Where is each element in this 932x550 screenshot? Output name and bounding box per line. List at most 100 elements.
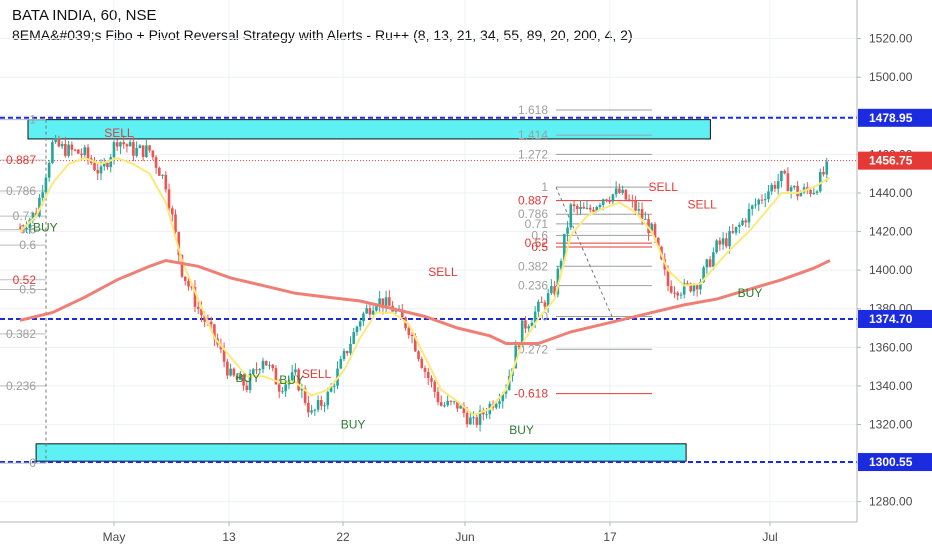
buy-signal-label: BUY xyxy=(341,417,366,431)
sell-signal-label: SELL xyxy=(649,180,679,194)
candle-body xyxy=(394,310,398,312)
candle-body xyxy=(115,142,119,147)
candle-body xyxy=(423,367,427,372)
candle-body xyxy=(109,157,113,168)
candle-body xyxy=(608,201,611,203)
candlesticks xyxy=(18,134,829,432)
candle-body xyxy=(627,199,631,201)
fib-label: 1.618 xyxy=(518,103,548,117)
candle-body xyxy=(498,401,501,404)
candle-body xyxy=(666,269,670,287)
candle-body xyxy=(760,199,764,201)
candle-body xyxy=(297,369,300,391)
fib-left-label: 0 xyxy=(29,456,36,470)
candle-body xyxy=(410,334,414,337)
candle-body xyxy=(734,226,738,233)
candle-body xyxy=(70,144,74,150)
chart-symbol-title: BATA INDIA, 60, NSE xyxy=(12,7,157,24)
candle-body xyxy=(401,309,404,318)
candle-body xyxy=(686,283,689,285)
candle-body xyxy=(436,391,440,403)
candle-body xyxy=(527,326,530,329)
candle-body xyxy=(818,171,822,192)
candle-body xyxy=(494,403,498,408)
candle-body xyxy=(28,219,32,229)
fib-left-label: 0.786 xyxy=(6,184,36,198)
candle-body xyxy=(514,345,518,369)
candle-body xyxy=(375,305,378,311)
sell-signal-label: SELL xyxy=(302,367,332,381)
candle-body xyxy=(566,227,569,234)
candle-body xyxy=(796,185,799,197)
candle-body xyxy=(345,350,349,354)
candle-body xyxy=(731,231,735,233)
candle-body xyxy=(789,187,793,192)
candle-body xyxy=(352,332,356,344)
candle-body xyxy=(770,184,773,192)
candle-body xyxy=(326,391,330,406)
candle-body xyxy=(64,143,67,156)
candle-body xyxy=(737,224,741,227)
zone-box xyxy=(27,119,711,140)
candle-body xyxy=(650,224,654,234)
candle-body xyxy=(452,401,456,403)
candle-body xyxy=(598,205,602,207)
candle-body xyxy=(656,237,660,247)
candle-body xyxy=(682,283,686,295)
candle-body xyxy=(274,368,278,385)
candle-body xyxy=(439,402,443,406)
candle-body xyxy=(540,301,543,303)
fib-left-label: 0.5 xyxy=(19,282,36,296)
price-tick-label: 1340.00 xyxy=(869,379,913,393)
candle-body xyxy=(569,204,573,228)
price-tick-label: 1400.00 xyxy=(869,263,913,277)
candle-body xyxy=(553,286,556,295)
candle-body xyxy=(614,188,618,195)
price-label-box xyxy=(858,309,932,328)
candle-body xyxy=(588,207,592,210)
candle-body xyxy=(456,401,459,409)
candle-body xyxy=(708,259,712,267)
candle-body xyxy=(472,417,475,419)
candle-body xyxy=(177,232,181,255)
candle-body xyxy=(154,157,158,168)
candle-body xyxy=(702,267,705,283)
fib-label: 0.5 xyxy=(531,240,548,254)
candle-body xyxy=(80,153,83,155)
candle-body xyxy=(226,361,229,376)
candle-body xyxy=(174,214,177,233)
candle-body xyxy=(595,206,599,212)
candle-body xyxy=(582,206,586,209)
candle-body xyxy=(258,369,262,371)
candle-body xyxy=(504,389,508,394)
candle-body xyxy=(294,369,297,373)
candle-body xyxy=(180,254,184,277)
candle-body xyxy=(255,369,258,371)
candle-body xyxy=(141,145,145,157)
candle-body xyxy=(73,149,77,151)
fib-left-label: 0.382 xyxy=(6,327,36,341)
sell-signal-label: SELL xyxy=(428,265,458,279)
candle-body xyxy=(443,405,446,407)
fib-label: 0.382 xyxy=(518,259,548,273)
candle-body xyxy=(67,144,70,156)
candle-body xyxy=(316,400,320,410)
fib-label: 0 xyxy=(541,309,548,323)
buy-signal-label: BUY xyxy=(33,221,58,235)
candle-body xyxy=(537,301,540,312)
support-resistance-zones xyxy=(27,119,711,462)
price-label-text: 1478.95 xyxy=(869,111,913,125)
candle-body xyxy=(342,350,346,360)
candle-body xyxy=(145,145,148,157)
time-tick-label: 22 xyxy=(336,530,350,544)
candle-body xyxy=(501,393,505,402)
fib-label: -0.618 xyxy=(514,387,548,401)
candle-body xyxy=(106,162,109,168)
candle-body xyxy=(637,209,641,211)
fib-label: 0.786 xyxy=(518,207,548,221)
sell-signal-label: SELL xyxy=(104,126,134,140)
fib-label: 0.887 xyxy=(518,194,548,208)
candle-body xyxy=(44,177,48,193)
candle-body xyxy=(715,240,718,253)
